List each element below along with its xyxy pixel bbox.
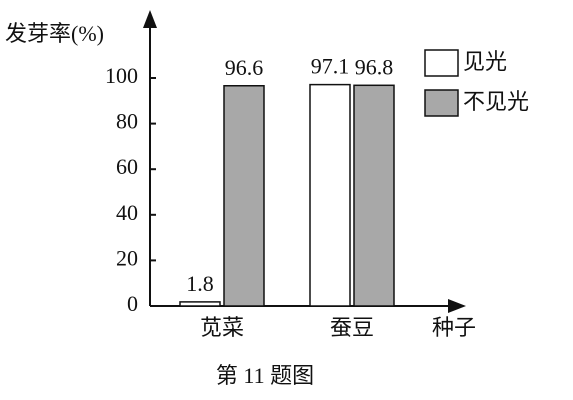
legend-label: 不见光 — [463, 89, 529, 114]
x-axis-label: 种子 — [432, 315, 476, 340]
legend-swatch — [424, 89, 459, 117]
legend-label: 见光 — [463, 49, 507, 74]
y-axis-label: 发芽率(%) — [5, 21, 104, 46]
data-label: 1.8 — [186, 271, 214, 296]
x-tick-label: 蚕豆 — [330, 315, 374, 340]
data-label: 96.8 — [355, 54, 394, 79]
bar — [223, 85, 265, 307]
y-tick-label: 0 — [127, 291, 138, 316]
caption: 第 11 题图 — [216, 363, 314, 388]
y-tick-label: 80 — [116, 109, 138, 134]
y-tick-label: 60 — [116, 154, 138, 179]
bar — [353, 84, 395, 307]
x-axis-arrow — [448, 299, 466, 313]
legend-swatch — [424, 49, 459, 77]
x-tick-label: 苋菜 — [200, 315, 244, 340]
data-label: 96.6 — [225, 55, 264, 80]
data-label: 97.1 — [311, 54, 350, 79]
y-tick-label: 100 — [105, 63, 138, 88]
bar — [309, 83, 351, 307]
y-axis-arrow — [143, 10, 157, 28]
bar — [179, 301, 221, 307]
y-tick-label: 20 — [116, 245, 138, 270]
y-tick-label: 40 — [116, 200, 138, 225]
